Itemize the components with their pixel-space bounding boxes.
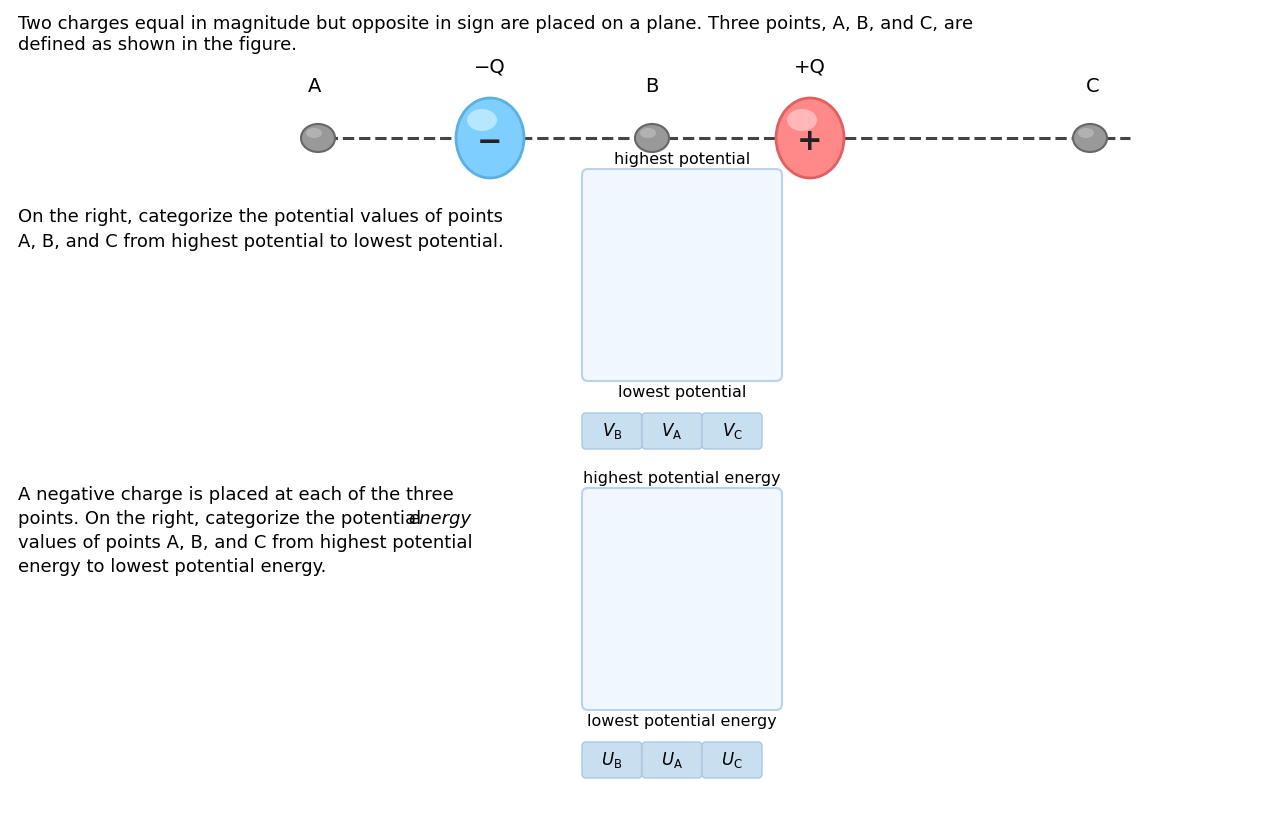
FancyBboxPatch shape (582, 413, 642, 449)
Text: B: B (646, 77, 658, 96)
Text: points. On the right, categorize the potential: points. On the right, categorize the pot… (18, 510, 427, 528)
Text: energy: energy (408, 510, 472, 528)
Text: C: C (1087, 77, 1099, 96)
FancyBboxPatch shape (702, 742, 763, 778)
Ellipse shape (466, 109, 497, 131)
Text: lowest potential energy: lowest potential energy (587, 714, 777, 729)
FancyBboxPatch shape (582, 169, 782, 381)
Text: $\mathit{V}_\mathrm{A}$: $\mathit{V}_\mathrm{A}$ (661, 421, 683, 441)
Text: +: + (797, 127, 822, 155)
Text: $\mathit{U}_\mathrm{A}$: $\mathit{U}_\mathrm{A}$ (661, 750, 683, 770)
FancyBboxPatch shape (642, 413, 702, 449)
Ellipse shape (301, 124, 336, 152)
Text: +Q: +Q (794, 57, 826, 76)
Text: On the right, categorize the potential values of points
A, B, and C from highest: On the right, categorize the potential v… (18, 208, 503, 251)
FancyBboxPatch shape (582, 488, 782, 710)
Text: $\mathit{U}_\mathrm{B}$: $\mathit{U}_\mathrm{B}$ (601, 750, 623, 770)
Text: −: − (477, 128, 503, 157)
FancyBboxPatch shape (642, 742, 702, 778)
Ellipse shape (641, 128, 656, 138)
Text: highest potential: highest potential (614, 152, 750, 167)
Text: highest potential energy: highest potential energy (583, 471, 780, 486)
Text: $\mathit{V}_\mathrm{C}$: $\mathit{V}_\mathrm{C}$ (722, 421, 742, 441)
Ellipse shape (306, 128, 322, 138)
Text: $\mathit{U}_\mathrm{C}$: $\mathit{U}_\mathrm{C}$ (721, 750, 742, 770)
FancyBboxPatch shape (582, 742, 642, 778)
Text: A: A (309, 77, 322, 96)
Ellipse shape (1073, 124, 1107, 152)
Ellipse shape (636, 124, 669, 152)
FancyBboxPatch shape (702, 413, 763, 449)
Ellipse shape (787, 109, 817, 131)
Ellipse shape (1078, 128, 1094, 138)
Ellipse shape (456, 98, 524, 178)
Text: A negative charge is placed at each of the three: A negative charge is placed at each of t… (18, 486, 454, 504)
Text: values of points A, B, and C from highest potential: values of points A, B, and C from highes… (18, 534, 473, 552)
Text: Two charges equal in magnitude but opposite in sign are placed on a plane. Three: Two charges equal in magnitude but oppos… (18, 15, 974, 54)
Text: $\mathit{V}_\mathrm{B}$: $\mathit{V}_\mathrm{B}$ (601, 421, 623, 441)
Text: energy to lowest potential energy.: energy to lowest potential energy. (18, 558, 327, 576)
Text: lowest potential: lowest potential (618, 385, 746, 400)
Text: −Q: −Q (474, 57, 506, 76)
Ellipse shape (777, 98, 844, 178)
